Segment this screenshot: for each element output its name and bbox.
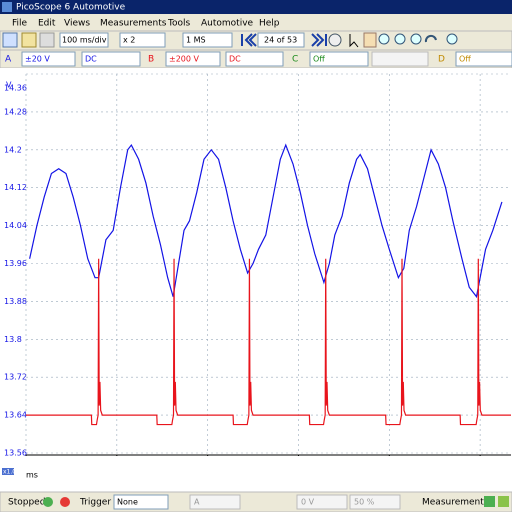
y-tick-label: 13.88 <box>4 297 27 306</box>
coupling-box <box>371 51 429 67</box>
y-tick-label: 14.36 <box>4 84 27 93</box>
y-tick-label: 13.8 <box>4 335 22 344</box>
undo-zoom[interactable] <box>424 34 437 43</box>
channel-range: Off <box>459 55 471 64</box>
menu-bar <box>0 14 512 31</box>
range-box[interactable] <box>455 51 512 67</box>
menu-item[interactable]: Tools <box>167 19 190 29</box>
tool-button[interactable] <box>39 32 55 48</box>
run-button[interactable] <box>43 497 53 507</box>
stop-button[interactable] <box>60 497 70 507</box>
menu-item[interactable]: Measurements <box>100 19 167 29</box>
range-box[interactable] <box>21 51 76 67</box>
trace <box>29 143 503 299</box>
scale-badge <box>2 468 14 475</box>
range-box[interactable] <box>165 51 221 67</box>
y-tick-label: 14.28 <box>4 107 27 116</box>
y-unit: V <box>6 81 12 90</box>
trigger-channel-box <box>189 494 241 510</box>
y-tick-label: 14.04 <box>4 221 27 230</box>
trigger-channel: A <box>194 498 200 507</box>
threshold: 0 V <box>301 498 315 507</box>
coupling-box[interactable] <box>225 51 284 67</box>
menu-item[interactable]: Views <box>64 19 90 29</box>
zoom-box[interactable] <box>119 32 166 48</box>
plot-area <box>0 68 512 456</box>
channel-name: C <box>292 55 298 65</box>
samples-box[interactable] <box>182 32 233 48</box>
pretrigger: 50 % <box>354 498 375 507</box>
trace <box>26 258 511 426</box>
capture-box[interactable] <box>257 32 305 48</box>
window-title: PicoScope 6 Automotive <box>16 3 126 13</box>
zoom-tool[interactable] <box>378 33 390 45</box>
channel-name: A <box>5 55 12 65</box>
status-state: Stopped <box>8 498 45 508</box>
app-icon <box>2 2 12 12</box>
y-tick-label: 14.12 <box>4 183 27 192</box>
samples: 1 MS <box>186 36 206 45</box>
channel-range: ±20 V <box>25 55 50 64</box>
menu-item[interactable]: Edit <box>38 19 56 29</box>
trigger-label: Trigger <box>79 498 111 508</box>
x-unit: ms <box>26 471 38 480</box>
pretrigger-box <box>349 494 401 510</box>
y-tick-label: 13.56 <box>4 449 27 458</box>
y-tick-label: 14.2 <box>4 145 22 154</box>
x-scale: x1.0 <box>3 469 16 476</box>
timebase-box[interactable] <box>59 32 109 48</box>
y-tick-label: 13.96 <box>4 259 27 268</box>
zoom-tool[interactable] <box>446 33 458 45</box>
menu-item[interactable]: File <box>12 19 28 29</box>
range-box[interactable] <box>309 51 369 67</box>
timebase: 100 ms/div <box>62 36 107 45</box>
tool-button[interactable] <box>328 33 342 47</box>
prev-button[interactable] <box>241 33 257 47</box>
menu-item[interactable]: Automotive <box>201 19 254 29</box>
channel-name: D <box>438 55 445 65</box>
y-tick-label: 13.64 <box>4 411 27 420</box>
pointer-tool[interactable] <box>349 34 359 48</box>
tool-button[interactable] <box>21 32 37 48</box>
zoom: x 2 <box>123 36 135 45</box>
channel-range: Off <box>313 55 325 64</box>
x-axis-area <box>0 456 512 492</box>
threshold-box <box>296 494 348 510</box>
hand-tool[interactable] <box>363 32 377 48</box>
channel-coupling: DC <box>229 55 241 64</box>
channel-range: ±200 V <box>169 55 200 64</box>
scope-button[interactable] <box>2 32 18 48</box>
channel-coupling: DC <box>85 55 97 64</box>
zoom-tool[interactable] <box>394 33 406 45</box>
y-tick-label: 13.72 <box>4 373 27 382</box>
menu-item[interactable]: Help <box>259 19 280 29</box>
zoom-tool[interactable] <box>410 33 422 45</box>
add-measurement[interactable] <box>484 496 495 507</box>
capture-counter: 24 of 53 <box>264 36 297 45</box>
edit-measurement[interactable] <box>498 496 509 507</box>
trigger-mode: None <box>117 498 138 507</box>
coupling-box[interactable] <box>81 51 141 67</box>
title-bar <box>0 0 512 14</box>
next-button[interactable] <box>311 33 327 47</box>
trigger-mode-box[interactable] <box>113 494 169 510</box>
measurements-label: Measurements <box>422 498 489 508</box>
channel-name: B <box>148 55 154 65</box>
